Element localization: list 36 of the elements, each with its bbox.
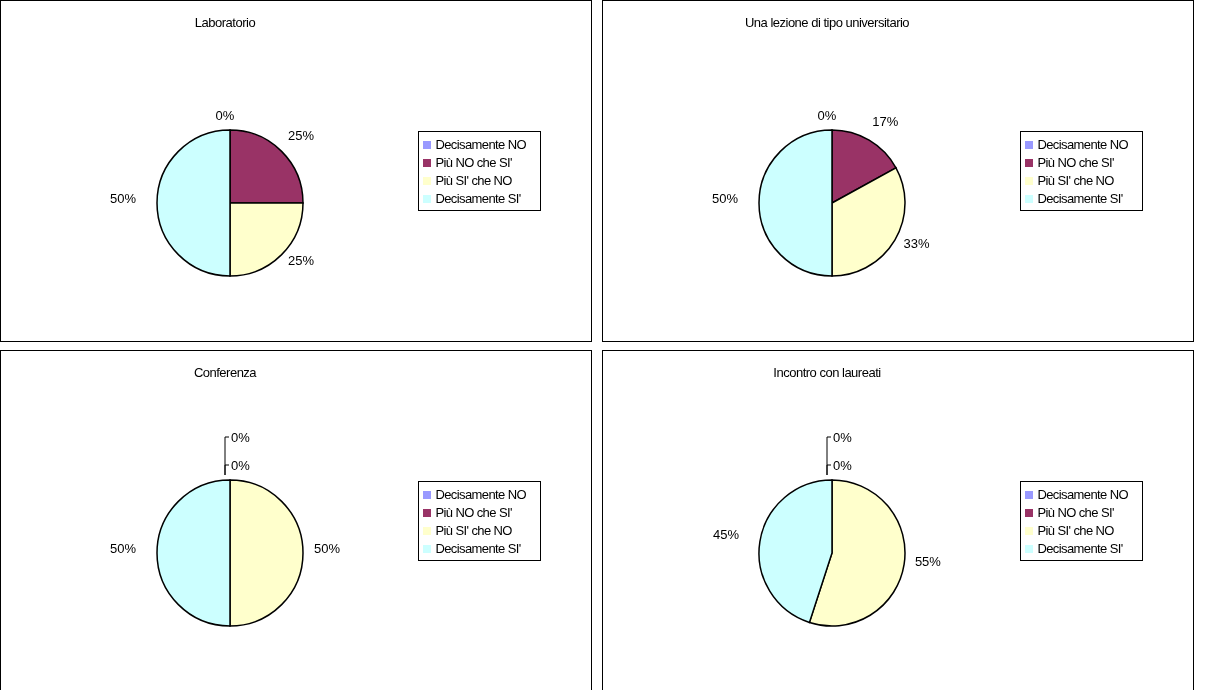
chart-title: Conferenza (192, 365, 258, 380)
text: 0% (817, 107, 837, 123)
legend-label: Più SI' che NO (435, 523, 512, 538)
legend-label: Decisamente NO (435, 137, 526, 152)
data-label: 50% (314, 540, 341, 556)
legend-label: Più NO che SI' (1037, 155, 1114, 170)
data-label: 55% (914, 554, 942, 570)
legend-label: Decisamente SI' (1037, 541, 1123, 556)
legend-label: Decisamente NO (435, 487, 526, 502)
chart-title: Laboratorio (193, 15, 257, 30)
legend-label: Più SI' che NO (1037, 173, 1114, 188)
legend-label: Più SI' che NO (1037, 523, 1114, 538)
data-label: 17% (872, 113, 899, 129)
data-label: 25% (287, 127, 315, 143)
legend-label: Decisamente NO (1037, 487, 1128, 502)
text: 0% (231, 429, 250, 445)
data-label: 33% (903, 235, 931, 251)
legend-label: Decisamente NO (1037, 137, 1128, 152)
text: 0% (215, 107, 235, 123)
legend-label: Più SI' che NO (435, 173, 512, 188)
legend-label: Più NO che SI' (435, 505, 512, 520)
data-label: 25% (287, 253, 315, 269)
chart-title: Incontro con laureati (772, 365, 882, 380)
chart-title: Una lezione di tipo universitario (743, 15, 911, 30)
legend-label: Decisamente SI' (435, 191, 521, 206)
text: 0% (231, 457, 250, 473)
data-label: 50% (109, 540, 137, 556)
data-label: 50% (109, 190, 137, 206)
legend-label: Più NO che SI' (435, 155, 512, 170)
text: 0% (833, 429, 852, 445)
legend-label: Decisamente SI' (1037, 191, 1123, 206)
legend-label: Decisamente SI' (435, 541, 521, 556)
data-label: 50% (711, 190, 739, 206)
data-label: 45% (713, 526, 740, 542)
legend-label: Più NO che SI' (1037, 505, 1114, 520)
text: 0% (833, 457, 852, 473)
